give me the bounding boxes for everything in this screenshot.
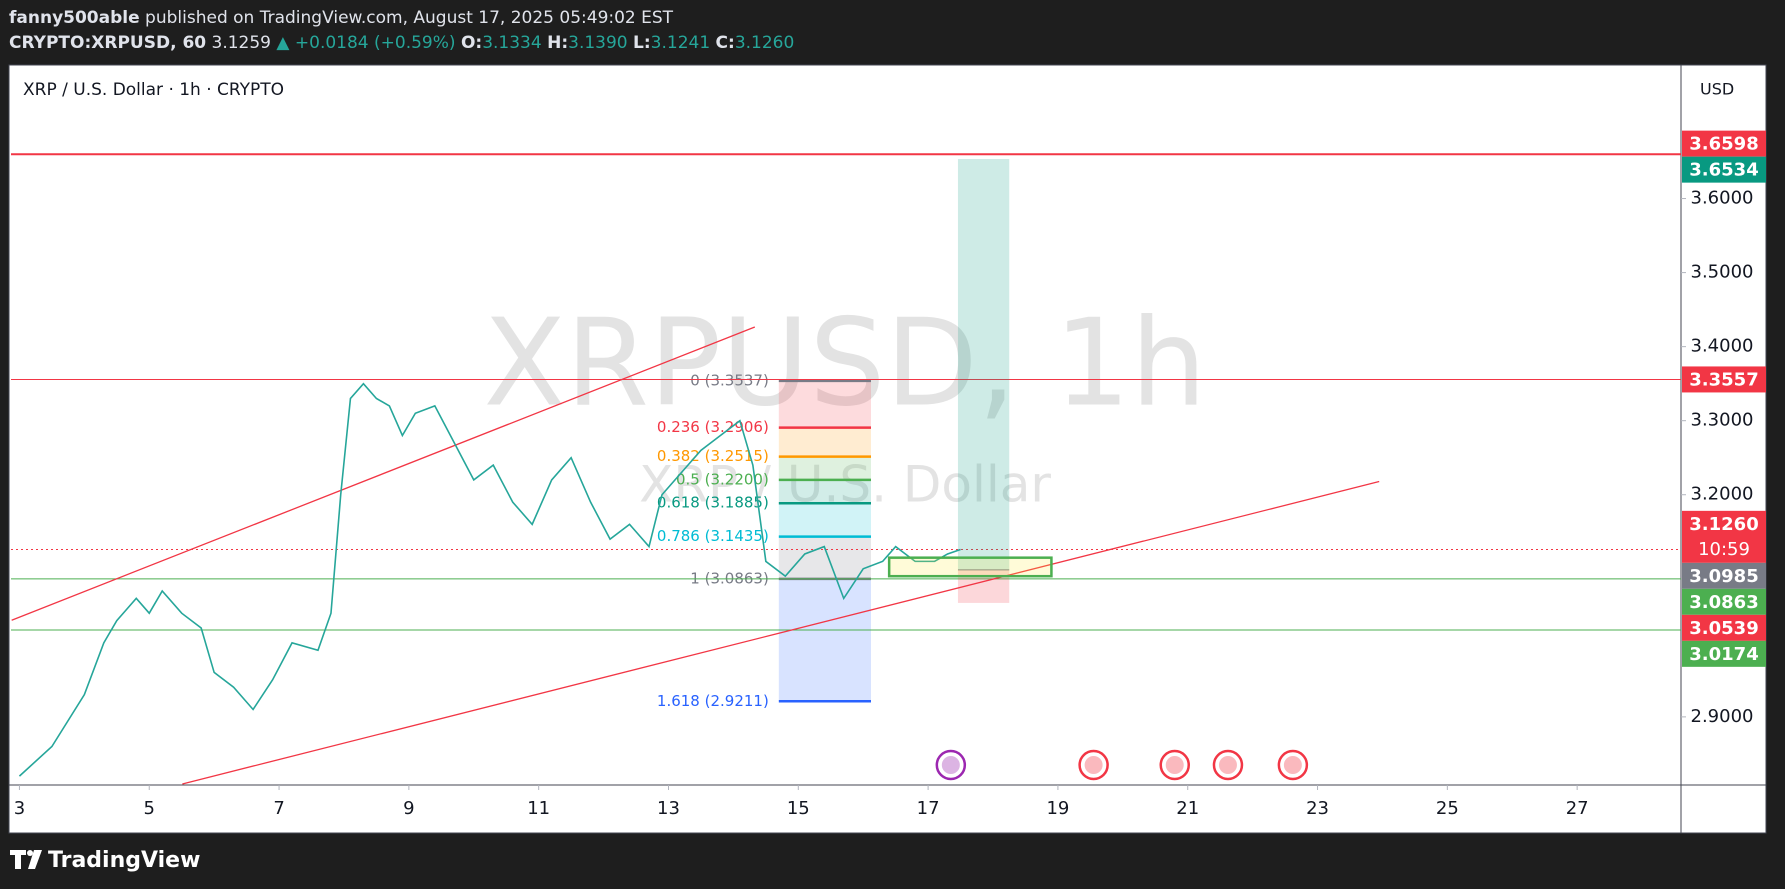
fib-band xyxy=(778,578,871,702)
header: fanny500able published on TradingView.co… xyxy=(9,6,794,56)
y-tick-label: 3.6000 xyxy=(1691,188,1754,209)
price-tag xyxy=(1682,562,1766,589)
h: 3.1390 xyxy=(568,33,628,53)
fib-band xyxy=(778,380,871,428)
price-tag-label: 3.1260 xyxy=(1689,514,1758,535)
y-tick-label: 2.9000 xyxy=(1691,706,1754,727)
y-tick-label: 3.5000 xyxy=(1691,262,1754,283)
x-tick-label: 11 xyxy=(527,798,550,819)
price-tag-label: 3.3557 xyxy=(1689,369,1758,390)
event-icon[interactable] xyxy=(1159,749,1190,781)
price-tag-label: 3.0863 xyxy=(1689,592,1758,613)
x-tick-label: 9 xyxy=(403,798,414,819)
y-tick-label: 3.4000 xyxy=(1691,336,1754,357)
chart-title: XRP / U.S. Dollar · 1h · CRYPTO xyxy=(23,80,284,100)
price-tag-label: 3.6534 xyxy=(1689,160,1758,181)
fib-band xyxy=(778,456,871,480)
header-line-1: fanny500able published on TradingView.co… xyxy=(9,6,794,31)
currency: USD xyxy=(1700,80,1734,99)
y-tick-label: 3.3000 xyxy=(1691,410,1754,431)
fib-label: 0.236 (3.2906) xyxy=(657,418,769,436)
trend-line xyxy=(182,480,1380,785)
logo-dot xyxy=(27,850,33,856)
l: 3.1241 xyxy=(650,33,711,53)
chart-panel xyxy=(8,64,1767,834)
o-label: O: xyxy=(460,33,483,53)
symbol: CRYPTO:XRPUSD, 60 xyxy=(9,33,207,53)
brand: TradingView xyxy=(48,848,200,873)
x-tick-label: 23 xyxy=(1306,798,1329,819)
l-label: L: xyxy=(633,33,651,53)
x-tick-label: 13 xyxy=(657,798,680,819)
x-tick-label: 5 xyxy=(144,798,155,819)
fib-band xyxy=(778,427,871,457)
event-icon-inner xyxy=(1084,756,1103,774)
arrow: ▲ xyxy=(276,33,290,53)
price-tag-label: 3.0174 xyxy=(1689,644,1758,665)
event-icon[interactable] xyxy=(1277,749,1309,781)
publisher[interactable]: fanny500able xyxy=(9,8,140,28)
price-tag xyxy=(1682,156,1766,183)
published: published on TradingView.com, August 17,… xyxy=(145,8,674,28)
x-tick-label: 25 xyxy=(1436,798,1459,819)
fib-label: 0.786 (3.1435) xyxy=(657,527,769,545)
fib-label: 1.618 (2.9211) xyxy=(657,692,769,710)
x-tick-label: 19 xyxy=(1046,798,1069,819)
o: 3.1334 xyxy=(482,33,542,53)
logo-mark xyxy=(28,850,42,869)
h-label: H: xyxy=(547,33,569,53)
last: 3.1259 xyxy=(211,33,271,53)
c: 3.1260 xyxy=(734,33,795,53)
price-tag-label: 3.0539 xyxy=(1689,618,1758,639)
fib-band xyxy=(778,479,871,504)
y-tick-label: 3.2000 xyxy=(1691,484,1754,505)
watermark: XRPUSD, 1h xyxy=(483,295,1206,434)
x-tick-label: 15 xyxy=(787,798,810,819)
brand-logo[interactable]: TradingView xyxy=(10,848,200,873)
countdown: 10:59 xyxy=(1698,539,1750,560)
price-tag xyxy=(1682,588,1766,615)
event-icon-inner xyxy=(941,756,960,774)
trend-line xyxy=(11,326,756,621)
fib-band xyxy=(778,536,871,579)
event-icon-inner xyxy=(1165,756,1184,774)
logo-mark xyxy=(10,850,26,869)
c-label: C: xyxy=(715,33,735,53)
price-tag-label: 3.0985 xyxy=(1689,566,1758,587)
x-tick-label: 27 xyxy=(1566,798,1589,819)
price-tag xyxy=(1682,130,1766,157)
fib-label: 0 (3.3537) xyxy=(690,371,769,389)
fib-label: 0.5 (3.2200) xyxy=(676,470,769,488)
x-tick-label: 21 xyxy=(1176,798,1199,819)
event-icon-inner xyxy=(1218,756,1237,774)
change: +0.0184 (+0.59%) xyxy=(294,33,456,53)
price-line-series xyxy=(18,382,961,777)
header-line-2: CRYPTO:XRPUSD, 60 3.1259 ▲ +0.0184 (+0.5… xyxy=(9,31,794,56)
target-zone xyxy=(957,159,1010,570)
event-icon[interactable] xyxy=(935,749,967,781)
x-tick-label: 3 xyxy=(14,798,25,819)
price-tag xyxy=(1682,640,1766,667)
x-tick-label: 17 xyxy=(917,798,940,819)
fib-label: 0.382 (3.2515) xyxy=(657,447,769,465)
fib-label: 0.618 (3.1885) xyxy=(657,494,769,512)
event-icon-inner xyxy=(1283,756,1302,774)
price-tag-label: 3.6598 xyxy=(1689,134,1758,155)
price-tag xyxy=(1682,510,1766,563)
range-box xyxy=(887,556,1053,578)
event-icon[interactable] xyxy=(1078,749,1109,781)
event-icon[interactable] xyxy=(1212,749,1244,781)
fib-band xyxy=(778,503,871,537)
price-tag xyxy=(1682,614,1766,641)
x-tick-label: 7 xyxy=(273,798,284,819)
price-tag xyxy=(1682,366,1766,393)
